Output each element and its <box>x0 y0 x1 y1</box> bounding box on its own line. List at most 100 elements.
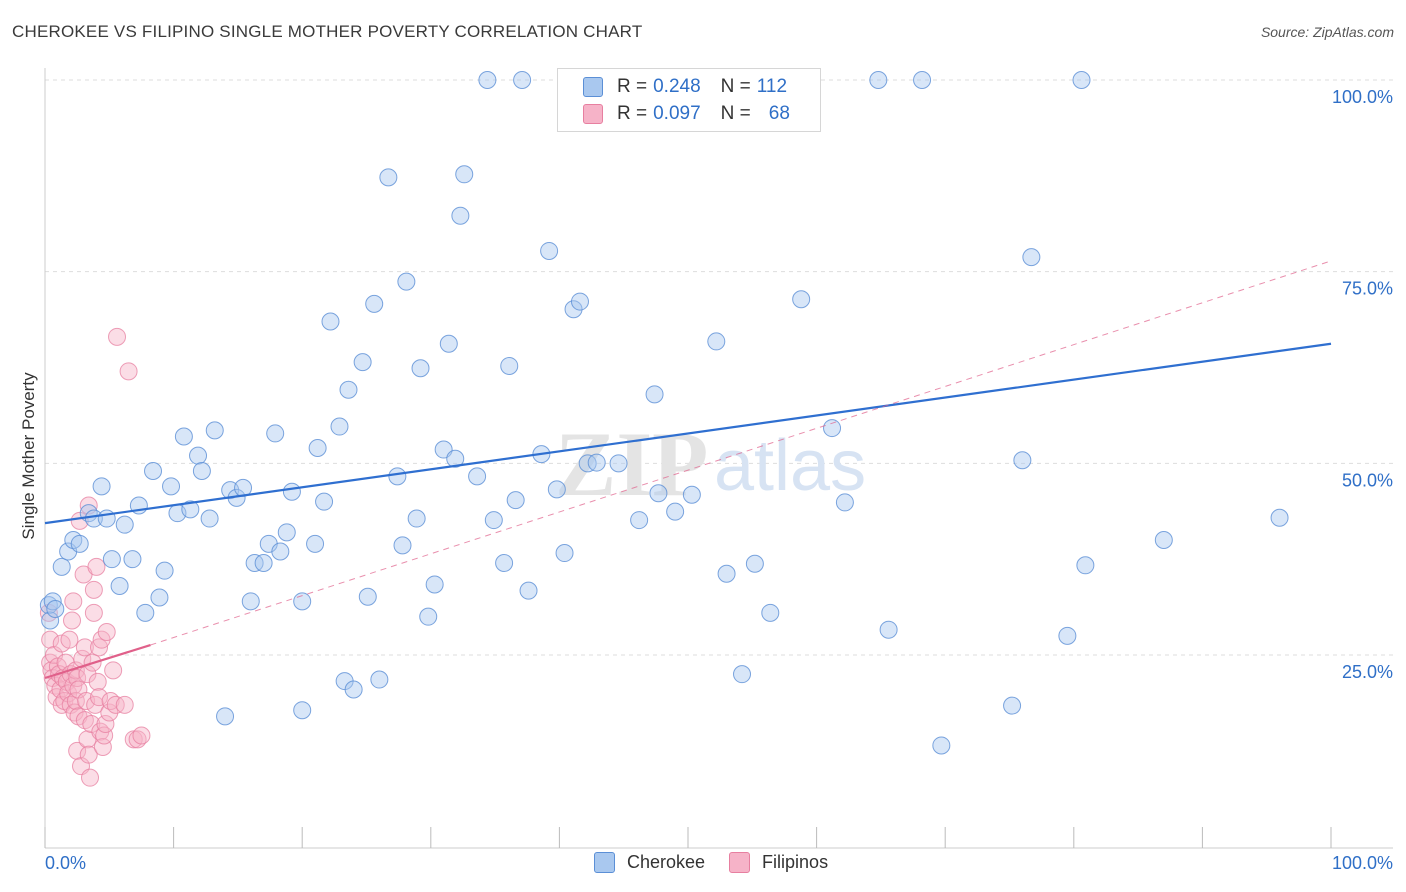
cherokee-point <box>315 492 334 511</box>
axes <box>44 68 1393 849</box>
cherokee-point <box>162 477 181 496</box>
filipino-point <box>104 661 123 680</box>
cherokee-point <box>1022 248 1041 267</box>
cherokee-point <box>519 581 538 600</box>
cherokee-point <box>136 603 155 622</box>
r-label: R = <box>617 76 648 97</box>
cherokee-point <box>649 484 668 503</box>
watermark-atlas: atlas <box>714 426 866 506</box>
cherokee-point <box>823 419 842 438</box>
cherokee-point <box>578 454 597 473</box>
cherokee-point <box>388 467 407 486</box>
cherokee-point <box>932 736 951 755</box>
cherokee-point <box>609 454 628 473</box>
cherokee-trend-line <box>44 342 1332 525</box>
filipino-point <box>108 327 127 346</box>
filipino-point <box>106 695 125 714</box>
filipino-point <box>100 703 119 722</box>
y-axis-title: Single Mother Poverty <box>19 372 38 540</box>
cherokee-point <box>216 707 235 726</box>
cherokee-point <box>761 603 780 622</box>
cherokee-point <box>115 515 134 534</box>
cherokee-point <box>306 534 325 553</box>
cherokee-point <box>277 523 296 542</box>
cherokee-point <box>419 607 438 626</box>
filipino-point <box>97 623 116 641</box>
filipino-point <box>63 611 82 630</box>
cherokee-point <box>630 511 649 530</box>
cherokee-point <box>425 575 444 594</box>
filipino-point <box>88 672 107 691</box>
cherokee-point <box>666 502 685 521</box>
cherokee-point <box>330 417 349 436</box>
cherokee-point <box>717 564 736 583</box>
cherokee-point <box>41 611 60 630</box>
cherokee-point <box>70 534 89 553</box>
cherokee-point <box>365 294 384 313</box>
filipino-point <box>70 511 89 530</box>
x-tick-label: 0.0% <box>45 853 86 873</box>
filipino-point <box>132 726 151 745</box>
legend-item-filipinos[interactable]: Filipinos <box>729 852 828 873</box>
cherokee-point <box>547 480 566 499</box>
cherokee-point <box>344 680 363 699</box>
cherokee-point <box>174 427 193 446</box>
cherokee-point <box>468 467 487 486</box>
cherokee-point <box>1270 508 1289 527</box>
cherokee-point <box>321 312 340 331</box>
cherokee-point <box>446 449 465 468</box>
stats-row-filipinos: R = 0.097 N = 68 <box>583 102 790 126</box>
cherokee-point <box>411 359 430 378</box>
r-value: 0.248 <box>653 76 701 97</box>
filipino-point <box>75 638 94 657</box>
filipino-point <box>87 557 106 576</box>
cherokee-point <box>358 587 377 606</box>
cherokee-point <box>879 620 898 639</box>
legend-item-cherokee[interactable]: Cherokee <box>594 852 705 873</box>
cherokee-point <box>484 511 503 530</box>
filipino-point <box>84 580 103 599</box>
n-label: N = <box>720 76 751 97</box>
filipino-points <box>39 327 151 787</box>
cherokee-point <box>293 701 312 720</box>
cherokee-point <box>682 485 701 504</box>
cherokee-point <box>308 439 327 457</box>
filipino-point <box>115 695 134 714</box>
cherokee-point <box>792 290 811 309</box>
cherokee-point <box>1058 626 1077 645</box>
watermark-zip: ZIP <box>555 413 708 515</box>
cherokee-point <box>254 554 273 572</box>
series-legend: Cherokee Filipinos <box>594 852 852 873</box>
watermark: ZIP atlas <box>555 413 866 515</box>
filipino-point <box>95 726 114 745</box>
filipino-point <box>119 362 138 381</box>
cherokee-point <box>266 424 285 443</box>
legend-label-filipinos: Filipinos <box>762 852 829 872</box>
cherokee-point <box>495 554 514 572</box>
cherokee-point <box>155 561 174 580</box>
cherokee-point <box>46 600 65 618</box>
cherokee-point <box>110 577 129 595</box>
filipino-point <box>90 688 109 707</box>
cherokee-point <box>555 544 574 563</box>
cherokee-point <box>1072 71 1091 89</box>
cherokee-point <box>353 353 372 372</box>
filipino-point <box>68 741 87 760</box>
cherokee-point <box>189 446 208 465</box>
filipino-point <box>41 630 60 649</box>
filipino-point <box>93 738 112 756</box>
cherokee-point <box>1013 451 1032 470</box>
filipino-point <box>79 745 98 764</box>
x-tick-label: 100.0% <box>1332 853 1393 873</box>
cherokee-point <box>645 385 664 404</box>
n-value: 112 <box>756 76 788 97</box>
legend-label-cherokee: Cherokee <box>627 852 706 872</box>
filipino-point <box>81 768 100 787</box>
y-tick-label: 75.0% <box>1342 279 1393 299</box>
cherokee-point <box>1076 556 1095 575</box>
cherokee-point <box>1154 531 1173 549</box>
gridlines <box>45 79 1393 656</box>
trend-lines <box>44 260 1332 680</box>
cherokee-point <box>150 588 169 607</box>
